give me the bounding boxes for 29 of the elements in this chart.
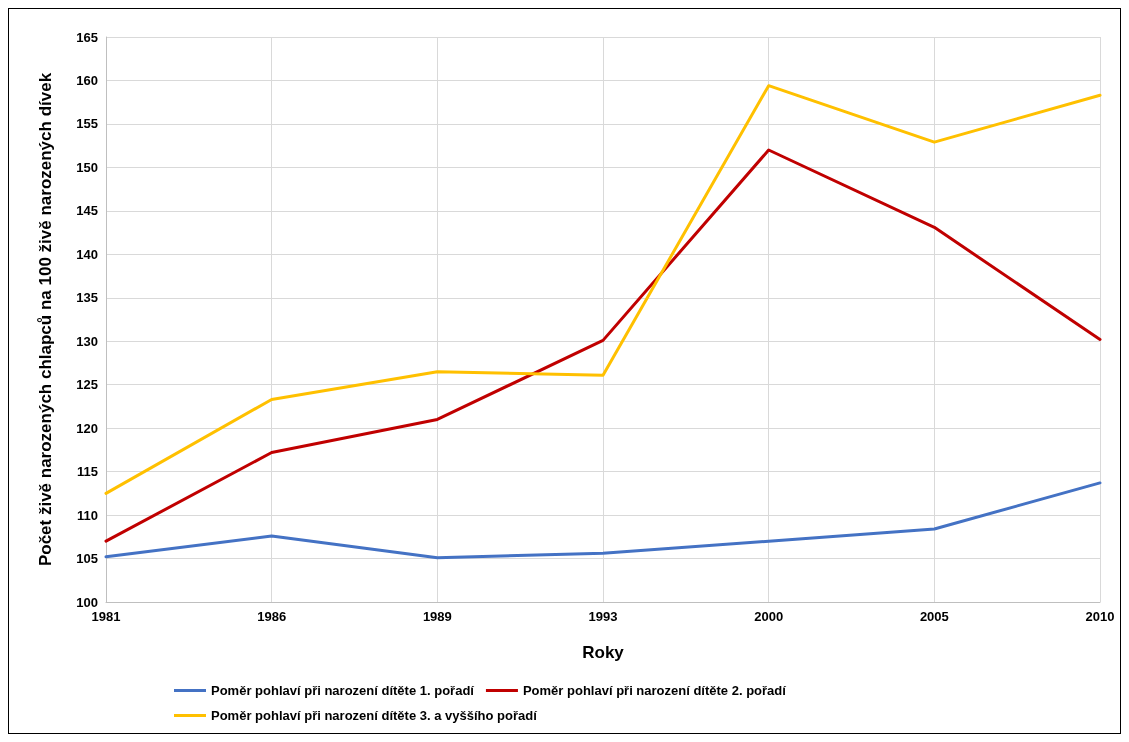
y-tick-label: 165	[76, 29, 98, 45]
x-tick-label: 2005	[919, 609, 949, 624]
y-tick-label: 105	[76, 551, 98, 567]
line-series	[104, 481, 1102, 560]
legend-label: Poměr pohlaví při narození dítěte 2. pořadí	[522, 683, 787, 698]
legend-label: Poměr pohlaví při narození dítěte 1. pořadí	[211, 683, 475, 698]
y-tick-label: 150	[76, 159, 98, 175]
y-tick-label: 120	[76, 420, 98, 436]
y-tick-label: 110	[77, 507, 98, 523]
x-tick-label: 2000	[754, 609, 784, 624]
y-tick-label: 155	[76, 116, 98, 132]
legend-label: Poměr pohlaví při narození dítěte 3. a vyššího pořadí	[211, 708, 538, 723]
y-tick-label: 160	[76, 72, 98, 88]
y-tick-label: 125	[76, 377, 98, 393]
y-tick-label: 140	[76, 246, 98, 262]
x-tick-label: 1981	[91, 609, 121, 624]
y-tick-label: 115	[77, 464, 98, 480]
x-tick-label: 2010	[1085, 609, 1115, 624]
x-tick-label: 1986	[257, 609, 287, 624]
y-tick-label: 130	[76, 333, 98, 349]
y-tick-label: 100	[76, 594, 98, 610]
line-series	[104, 148, 1102, 543]
x-tick-label: 1989	[422, 609, 452, 624]
y-axis-title: Počet živě narozených chlapců na 100 živě narozených dívek	[36, 72, 55, 567]
y-tick-label: 145	[76, 203, 98, 219]
x-tick-label: 1993	[588, 609, 618, 624]
line-series	[104, 84, 1102, 495]
x-axis-title: Roky	[582, 643, 625, 662]
y-tick-label: 135	[76, 290, 98, 306]
